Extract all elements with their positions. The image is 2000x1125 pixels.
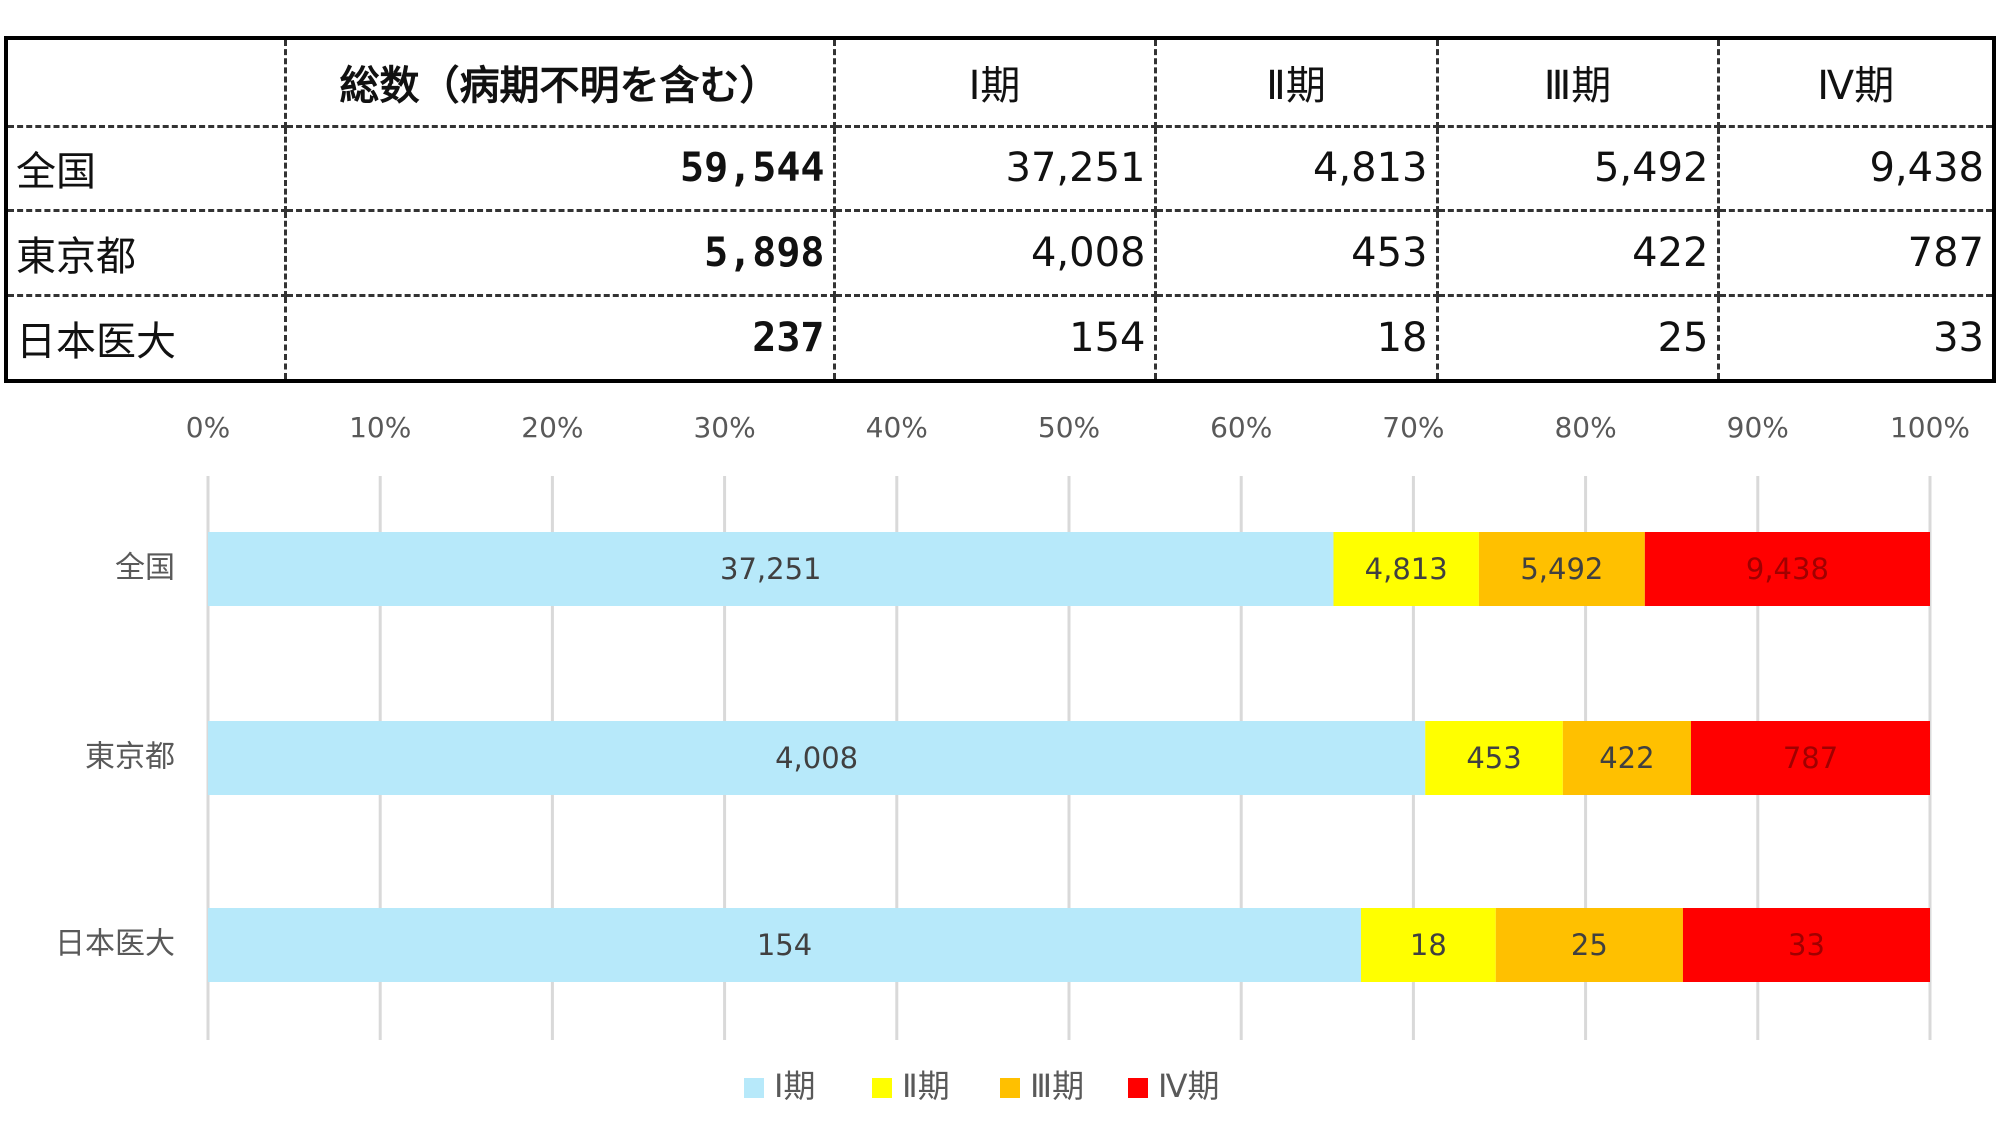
bar-segment xyxy=(1478,532,1645,606)
x-tick-label: 80% xyxy=(1554,411,1616,444)
cell: 787 xyxy=(1716,209,1996,298)
data-label: 787 xyxy=(1783,741,1838,775)
data-label: 4,813 xyxy=(1365,552,1448,586)
row-header: 全国 xyxy=(4,124,287,213)
cell: 33 xyxy=(1716,294,1996,383)
corner-cell xyxy=(4,36,287,128)
data-table: 総数（病期不明を含む） Ⅰ期 Ⅱ期 Ⅲ期 Ⅳ期 全国 59,544 37,251 4,813 5,… xyxy=(4,36,1996,383)
cell: 422 xyxy=(1435,209,1720,298)
cell: 5,898 xyxy=(283,209,836,298)
x-tick-label: 0% xyxy=(186,411,230,444)
data-label: 9,438 xyxy=(1746,552,1829,586)
table-row: 東京都 5,898 4,008 453 422 787 xyxy=(4,209,1996,298)
x-tick-label: 60% xyxy=(1210,411,1272,444)
cell: 453 xyxy=(1153,209,1439,298)
bar-segment xyxy=(1333,532,1479,606)
y-tick-label: 東京都 xyxy=(85,740,175,775)
data-label: 33 xyxy=(1788,928,1825,962)
x-tick-label: 100% xyxy=(1890,411,1970,444)
legend-swatch xyxy=(1128,1078,1148,1098)
column-header: Ⅳ期 xyxy=(1716,36,1996,128)
column-header: Ⅲ期 xyxy=(1435,36,1720,128)
column-header: Ⅱ期 xyxy=(1153,36,1439,128)
x-tick-label: 90% xyxy=(1727,411,1789,444)
table-row: 全国 59,544 37,251 4,813 5,492 9,438 xyxy=(4,124,1996,213)
data-label: 154 xyxy=(757,928,812,962)
legend-swatch xyxy=(744,1078,764,1098)
bar-segment xyxy=(1682,908,1930,982)
data-label: 18 xyxy=(1410,928,1447,962)
x-tick-label: 20% xyxy=(521,411,583,444)
x-tick-label: 70% xyxy=(1382,411,1444,444)
bar-segment xyxy=(208,908,1361,982)
legend-swatch xyxy=(872,1078,892,1098)
legend-label: Ⅰ期 xyxy=(774,1067,815,1105)
x-tick-label: 30% xyxy=(693,411,755,444)
x-tick-label: 40% xyxy=(866,411,928,444)
x-tick-label: 50% xyxy=(1038,411,1100,444)
legend-label: Ⅲ期 xyxy=(1030,1067,1084,1105)
cell: 4,008 xyxy=(832,209,1157,298)
bar-segment xyxy=(1425,721,1563,795)
x-tick-label: 10% xyxy=(349,411,411,444)
cell: 4,813 xyxy=(1153,124,1439,213)
bar-segment xyxy=(208,721,1426,795)
cell: 9,438 xyxy=(1716,124,1996,213)
cell: 18 xyxy=(1153,294,1439,383)
cell: 37,251 xyxy=(832,124,1157,213)
legend-label: Ⅳ期 xyxy=(1158,1067,1220,1105)
data-label: 453 xyxy=(1466,741,1521,775)
row-header: 日本医大 xyxy=(4,294,287,383)
bar-segment xyxy=(1562,721,1691,795)
bar-segment xyxy=(1644,532,1930,606)
y-tick-label: 日本医大 xyxy=(55,927,175,962)
data-label: 25 xyxy=(1571,928,1608,962)
data-label: 5,492 xyxy=(1520,552,1603,586)
legend-swatch xyxy=(1000,1078,1020,1098)
bar-segment xyxy=(1495,908,1683,982)
table-row: 日本医大 237 154 18 25 33 xyxy=(4,294,1996,383)
y-tick-label: 全国 xyxy=(115,551,175,586)
data-label: 422 xyxy=(1599,741,1654,775)
bar-segment xyxy=(1360,908,1496,982)
data-label: 37,251 xyxy=(720,552,821,586)
bar-segment xyxy=(208,532,1334,606)
cell: 154 xyxy=(832,294,1157,383)
cell: 59,544 xyxy=(283,124,836,213)
cell: 25 xyxy=(1435,294,1720,383)
cell: 237 xyxy=(283,294,836,383)
bar-segment xyxy=(1690,721,1930,795)
table-row: 総数（病期不明を含む） Ⅰ期 Ⅱ期 Ⅲ期 Ⅳ期 xyxy=(4,36,1996,128)
cell: 5,492 xyxy=(1435,124,1720,213)
legend-label: Ⅱ期 xyxy=(902,1067,950,1105)
data-label: 4,008 xyxy=(775,741,858,775)
column-header: 総数（病期不明を含む） xyxy=(283,36,836,128)
column-header: Ⅰ期 xyxy=(832,36,1157,128)
row-header: 東京都 xyxy=(4,209,287,298)
